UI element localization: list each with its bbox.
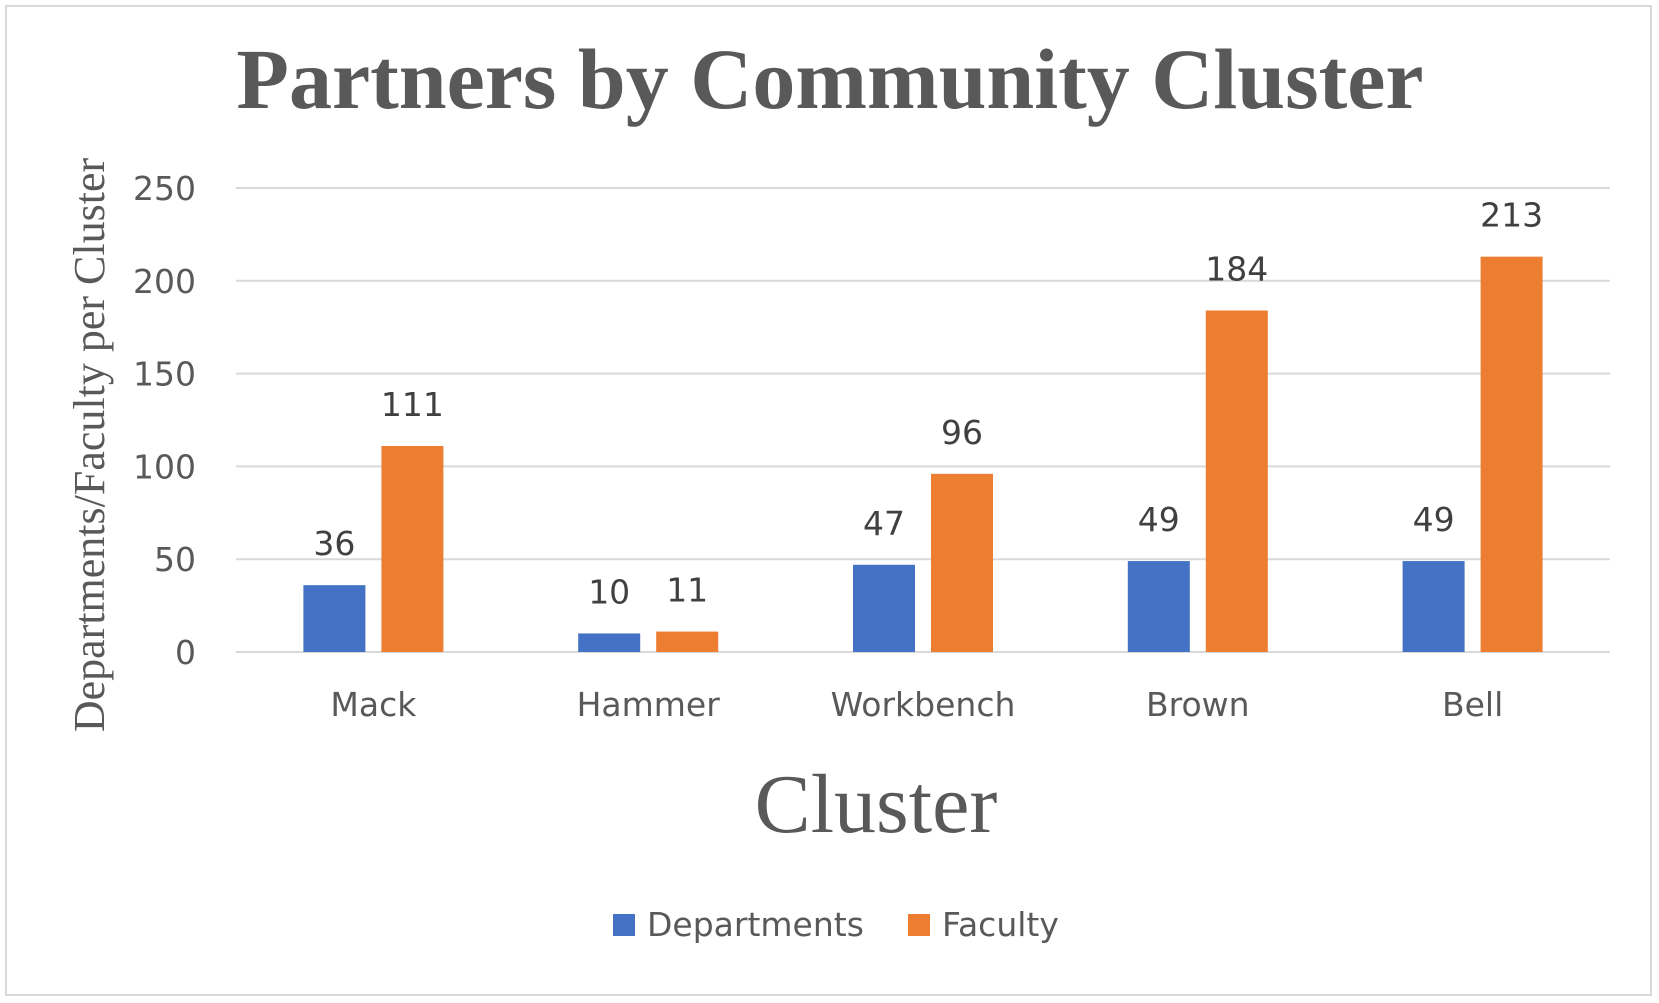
legend: Departments Faculty [613,905,1059,944]
bar-faculty-bell [1480,256,1543,652]
data-label: 49 [1138,500,1180,539]
chart-title: Partners by Community Cluster [236,31,1423,127]
x-tick-label: Hammer [577,685,721,724]
x-tick-label: Brown [1146,685,1250,724]
bar-departments-workbench [853,564,915,652]
bar-faculty-workbench [931,473,993,652]
legend-label-departments: Departments [647,905,864,944]
bar-departments-hammer [578,633,641,652]
data-labels: 36 111 10 11 47 96 49 184 49 213 [313,196,1543,612]
bar-faculty-mack [381,445,444,652]
y-tick-label: 50 [154,540,196,579]
gridlines [236,187,1610,653]
data-label: 10 [588,572,630,611]
x-axis-title: Cluster [755,758,998,851]
data-label: 36 [313,524,355,563]
y-tick-label: 100 [133,447,196,486]
y-tick-label: 150 [133,355,196,394]
data-label: 213 [1480,196,1543,235]
y-axis-title: Departments/Faculty per Cluster [65,158,114,733]
legend-swatch-departments [613,914,635,936]
data-label: 96 [941,413,983,452]
bar-faculty-brown [1205,310,1268,652]
bar-departments-mack [303,585,366,652]
bar-departments-brown [1127,561,1190,652]
y-tick-label: 0 [175,633,196,672]
bars [303,256,1543,652]
data-label: 184 [1205,249,1268,288]
data-label: 47 [863,504,905,543]
chart-frame [5,5,1652,996]
x-tick-label: Workbench [831,685,1016,724]
legend-swatch-faculty [908,914,930,936]
data-label: 11 [666,571,708,610]
x-tick-label: Mack [330,685,417,724]
y-axis-ticks: 0 50 100 150 200 250 [133,169,196,672]
y-tick-label: 250 [133,169,196,208]
x-axis-ticks: Mack Hammer Workbench Brown Bell [330,685,1503,724]
bar-faculty-hammer [656,631,719,652]
data-label: 49 [1413,500,1455,539]
data-label: 111 [381,385,444,424]
bar-departments-bell [1402,561,1465,652]
x-tick-label: Bell [1442,685,1503,724]
legend-label-faculty: Faculty [942,905,1059,944]
y-tick-label: 200 [133,262,196,301]
